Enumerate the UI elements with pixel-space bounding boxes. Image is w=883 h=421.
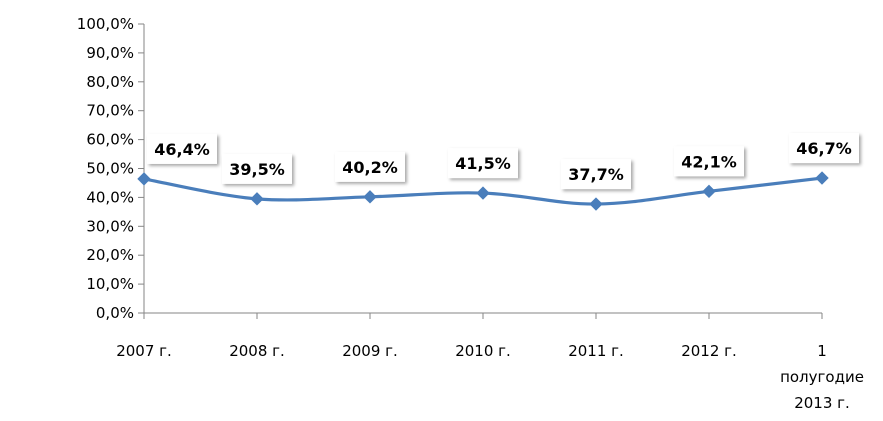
y-tick-label: 70,0%	[86, 102, 134, 120]
data-label-box	[335, 151, 405, 182]
y-tick-label: 100,0%	[77, 15, 134, 33]
x-category-label: 2009 г.	[342, 342, 398, 360]
data-label-text: 46,7%	[796, 139, 852, 158]
data-label: 46,7%	[789, 133, 859, 164]
data-label-box	[674, 146, 744, 177]
data-label-box	[448, 148, 518, 179]
x-category-label: 2010 г.	[455, 342, 511, 360]
data-label-text: 41,5%	[455, 154, 511, 173]
data-point-marker	[363, 190, 377, 204]
data-label-box	[222, 153, 292, 184]
data-label-text: 40,2%	[342, 158, 398, 177]
data-point-marker	[137, 172, 151, 186]
y-tick-label: 0,0%	[96, 304, 134, 322]
series-layer	[137, 171, 829, 211]
data-label: 39,5%	[222, 153, 292, 184]
x-category-label: 2012 г.	[681, 342, 737, 360]
data-point-marker	[589, 197, 603, 211]
data-label-box	[147, 133, 217, 164]
y-tick-label: 90,0%	[86, 44, 134, 62]
data-label-box	[789, 133, 859, 164]
y-tick-label: 80,0%	[86, 73, 134, 91]
data-label: 42,1%	[674, 146, 744, 177]
data-label: 40,2%	[335, 151, 405, 182]
data-labels-layer: 46,4% 39,5% 40,2% 41,5% 37,7% 42,1% 46,7%	[147, 133, 859, 190]
data-point-marker	[702, 184, 716, 199]
data-label-text: 37,7%	[568, 165, 624, 184]
data-label: 37,7%	[561, 159, 631, 190]
y-tick-label: 20,0%	[86, 246, 134, 264]
axes: 0,0% 10,0% 20,0% 30,0% 40,0% 50,0% 60,0% 70,0% 8…	[77, 15, 864, 412]
data-label: 46,4%	[147, 133, 217, 164]
x-category-label: 2011 г.	[568, 342, 624, 360]
data-label-text: 39,5%	[229, 160, 285, 179]
data-label: 41,5%	[448, 148, 518, 179]
x-category-label: 2007 г.	[116, 342, 172, 360]
data-point-marker	[815, 171, 829, 185]
data-point-marker	[250, 192, 264, 206]
y-tick-label: 50,0%	[86, 160, 134, 178]
x-category-label: полугодие	[780, 368, 864, 386]
x-category-label: 2008 г.	[229, 342, 285, 360]
y-tick-label: 60,0%	[86, 131, 134, 149]
x-category-label: 2013 г.	[794, 394, 850, 412]
data-point-marker	[476, 186, 490, 200]
y-tick-label: 40,0%	[86, 188, 134, 206]
y-tick-label: 10,0%	[86, 275, 134, 293]
data-label-text: 42,1%	[681, 152, 737, 171]
data-label-box	[561, 159, 631, 190]
data-label-text: 46,4%	[154, 140, 210, 159]
x-category-label: 1	[817, 342, 827, 360]
y-tick-label: 30,0%	[86, 217, 134, 235]
